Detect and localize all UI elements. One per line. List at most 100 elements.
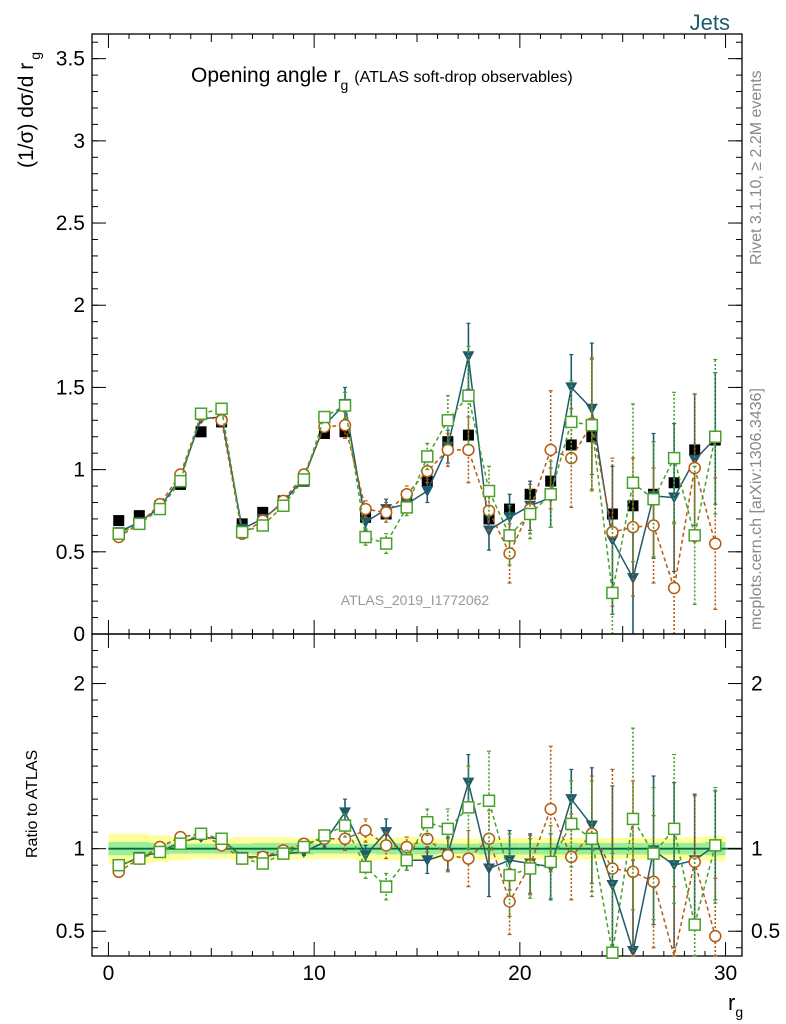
ratio-point-orange — [421, 832, 434, 846]
rivet-label: Rivet 3.1.10, ≥ 2.2M events — [748, 70, 765, 265]
ratio-ytick-label-right: 0.5 — [751, 920, 780, 943]
main-point-orange — [462, 443, 475, 457]
main-ytick-label: 3 — [73, 130, 85, 153]
xtick-label: 10 — [302, 962, 325, 985]
main-ytick-label: 0 — [73, 623, 85, 646]
main-point-green — [565, 415, 578, 429]
ratio-point-green — [667, 822, 681, 836]
ratio-point-orange — [462, 852, 475, 865]
main-point-data — [565, 439, 577, 451]
main-point-green — [194, 407, 208, 420]
main-point-orange — [667, 581, 681, 595]
main-point-green — [277, 499, 290, 513]
main-point-orange — [379, 506, 393, 519]
main-point-orange — [215, 414, 228, 427]
main-point-green — [606, 586, 619, 600]
main-point-orange — [421, 465, 434, 478]
main-point-data — [257, 506, 269, 518]
main-point-green — [174, 474, 187, 488]
ratio-point-orange — [606, 862, 619, 875]
main-point-green — [667, 451, 681, 465]
main-point-green — [338, 399, 352, 412]
main-point-orange — [503, 547, 516, 560]
main-point-orange — [709, 537, 722, 550]
main-ylabel: (1/σ) dσ/d r g — [15, 52, 43, 168]
main-point-green — [400, 501, 413, 514]
main-point-green — [626, 476, 640, 490]
main-point-green — [421, 450, 434, 463]
ratio-point-orange — [379, 839, 393, 852]
main-point-green — [215, 402, 228, 416]
ratio-point-orange — [441, 849, 455, 862]
chart-title-sub: g — [340, 77, 348, 93]
main-point-green — [379, 537, 393, 550]
ratio-point-green — [709, 839, 722, 852]
main-ylabel-sub: g — [27, 52, 43, 60]
xtick-label: 0 — [103, 962, 115, 985]
main-point-green — [297, 473, 311, 486]
ratio-point-green — [421, 815, 434, 829]
ratio-point-green — [585, 832, 599, 846]
main-point-green — [318, 410, 331, 424]
ratio-point-green — [359, 860, 372, 874]
ratio-point-green — [112, 858, 125, 872]
main-point-teal — [565, 382, 578, 394]
ratio-point-green — [441, 822, 455, 836]
main-point-green — [482, 484, 496, 498]
ratio-point-orange — [359, 824, 372, 837]
main-point-green — [647, 492, 660, 506]
ratio-point-orange — [709, 929, 722, 943]
main-point-data — [627, 500, 639, 512]
main-point-green — [544, 488, 557, 501]
ratio-point-green — [153, 845, 167, 859]
ratio-ytick-label-right: 2 — [751, 673, 763, 696]
mcplots-label: mcplots.cern.ch [arXiv:1306.3436] — [748, 388, 765, 630]
ratio-ytick-label: 2 — [73, 673, 85, 696]
xlabel: rg — [728, 990, 743, 1020]
category-label: Jets — [690, 10, 730, 35]
main-ytick-label: 2 — [73, 294, 85, 317]
ratio-point-orange — [338, 832, 352, 846]
chart-title-main: Opening angle r — [191, 64, 340, 87]
ratio-ytick-label-right: 1 — [751, 838, 763, 861]
ratio-point-green — [379, 880, 393, 893]
ratio-point-green — [523, 862, 537, 875]
main-point-green — [441, 414, 455, 427]
main-ytick-label: 0.5 — [56, 541, 85, 564]
ratio-point-orange — [544, 802, 557, 816]
ratio-point-green — [544, 855, 557, 869]
main-point-green — [585, 418, 599, 432]
ratio-point-green — [462, 801, 475, 814]
ratio-ylabel: Ratio to ATLAS — [24, 750, 41, 858]
main-point-data — [133, 510, 145, 522]
main-point-orange — [338, 418, 352, 432]
main-ytick-label: 1 — [73, 459, 85, 482]
main-point-green — [235, 525, 249, 539]
main-point-orange — [544, 443, 557, 457]
ratio-point-green — [256, 857, 269, 870]
ratio-point-green — [606, 946, 619, 959]
main-point-green — [688, 529, 701, 542]
ratio-point-green — [647, 847, 660, 860]
ratio-point-green — [297, 840, 311, 854]
ratio-point-green — [174, 837, 187, 850]
main-point-green — [462, 389, 475, 402]
main-point-teal — [421, 485, 434, 497]
main-point-green — [133, 517, 146, 531]
main-point-orange — [400, 488, 413, 501]
ratio-point-green — [194, 827, 208, 841]
chart-title: Opening angle rg (ATLAS soft-drop observa… — [191, 64, 573, 93]
xtick-label: 30 — [714, 962, 737, 985]
ratio-point-green — [338, 819, 352, 832]
main-point-green — [112, 527, 125, 540]
main-ytick-label: 1.5 — [56, 376, 85, 399]
main-point-orange — [647, 519, 660, 532]
ratio-point-green — [503, 868, 516, 882]
ratio-point-green — [235, 852, 249, 865]
main-point-data — [339, 426, 351, 438]
xlabel-text: r — [728, 990, 735, 1015]
ratio-ytick-label: 1 — [73, 838, 85, 861]
ratio-point-green — [565, 817, 578, 831]
main-ytick-label: 3.5 — [56, 48, 85, 71]
